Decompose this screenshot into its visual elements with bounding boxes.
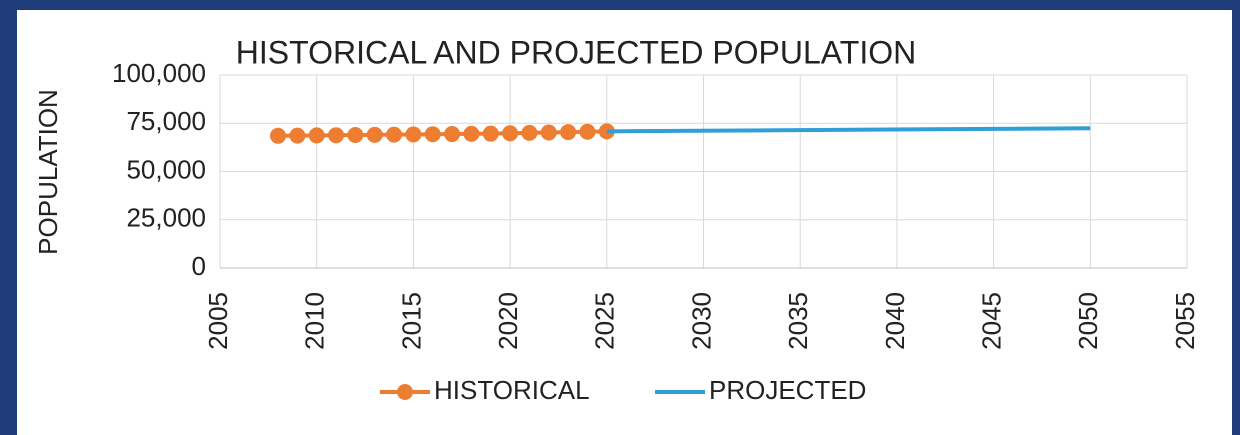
- data-point: [502, 125, 519, 142]
- legend-label: HISTORICAL: [434, 375, 590, 405]
- data-point: [579, 123, 596, 140]
- data-point: [405, 126, 422, 143]
- y-tick-label: 50,000: [126, 154, 206, 184]
- data-point: [386, 126, 403, 143]
- data-point: [444, 126, 461, 143]
- x-tick-label: 2050: [1073, 292, 1103, 350]
- x-tick-label: 2030: [686, 292, 716, 350]
- legend-marker: [397, 384, 413, 400]
- chart-title: HISTORICAL AND PROJECTED POPULATION: [236, 34, 916, 70]
- x-tick-label: 2010: [300, 292, 330, 350]
- x-tick-label: 2035: [783, 292, 813, 350]
- y-tick-label: 75,000: [126, 106, 206, 136]
- data-point: [347, 127, 364, 144]
- x-tick-label: 2040: [880, 292, 910, 350]
- x-tick-label: 2005: [203, 292, 233, 350]
- data-point: [289, 127, 306, 144]
- y-tick-label: 25,000: [126, 203, 206, 233]
- y-tick-label: 0: [192, 251, 206, 281]
- data-point: [366, 126, 383, 143]
- x-tick-label: 2020: [493, 292, 523, 350]
- data-point: [308, 127, 325, 144]
- data-point: [270, 127, 287, 144]
- y-tick-label: 100,000: [112, 58, 206, 88]
- data-point: [482, 125, 499, 142]
- x-tick-label: 2025: [590, 292, 620, 350]
- x-tick-label: 2055: [1170, 292, 1200, 350]
- data-point: [328, 127, 345, 144]
- x-tick-label: 2045: [976, 292, 1006, 350]
- x-tick-label: 2015: [396, 292, 426, 350]
- series-line: [606, 126, 1091, 134]
- data-point: [560, 124, 577, 141]
- data-point: [521, 124, 538, 141]
- legend-label: PROJECTED: [709, 375, 866, 405]
- y-axis-label: POPULATION: [33, 89, 63, 255]
- data-point: [424, 126, 441, 143]
- data-point: [540, 124, 557, 141]
- data-point: [463, 125, 480, 142]
